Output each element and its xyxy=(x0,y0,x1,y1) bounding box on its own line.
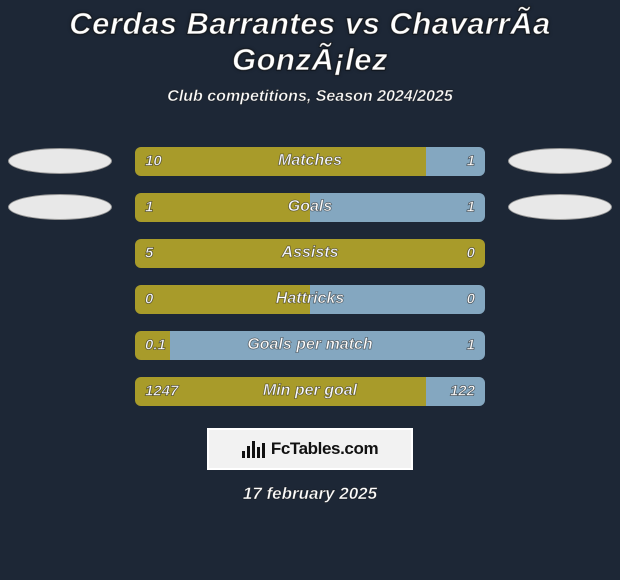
stat-row: Min per goal1247122 xyxy=(0,368,620,414)
stat-row: Goals per match0.11 xyxy=(0,322,620,368)
stat-bar: Min per goal1247122 xyxy=(135,377,485,406)
stat-bar: Hattricks00 xyxy=(135,285,485,314)
stat-bar: Goals per match0.11 xyxy=(135,331,485,360)
page-title: Cerdas Barrantes vs ChavarrÃ­a GonzÃ¡lez xyxy=(0,6,620,78)
stat-bar: Goals11 xyxy=(135,193,485,222)
bar-left-series xyxy=(135,331,170,360)
bar-left-series xyxy=(135,239,485,268)
player-pill-right xyxy=(508,148,612,174)
footer-brand-text: FcTables.com xyxy=(271,439,378,459)
stat-bar: Matches101 xyxy=(135,147,485,176)
subtitle: Club competitions, Season 2024/2025 xyxy=(167,88,452,106)
comparison-figure: Cerdas Barrantes vs ChavarrÃ­a GonzÃ¡lez… xyxy=(0,0,620,504)
stat-row: Hattricks00 xyxy=(0,276,620,322)
bar-left-series xyxy=(135,193,310,222)
bar-left-series xyxy=(135,377,426,406)
stat-row: Assists50 xyxy=(0,230,620,276)
stat-bar: Assists50 xyxy=(135,239,485,268)
footer-badge: FcTables.com xyxy=(207,428,413,470)
date-text: 17 february 2025 xyxy=(243,484,377,504)
bar-right-series xyxy=(426,377,486,406)
stat-rows: Matches101 Goals11 Assists50 Hattricks00 Goa… xyxy=(0,138,620,414)
bar-right-series xyxy=(426,147,486,176)
player-pill-left xyxy=(8,194,112,220)
bar-left-series xyxy=(135,147,426,176)
barchart-icon xyxy=(242,440,265,458)
bar-right-series xyxy=(310,193,485,222)
stat-row: Matches101 xyxy=(0,138,620,184)
player-pill-left xyxy=(8,148,112,174)
bar-right-series xyxy=(170,331,485,360)
bar-left-series xyxy=(135,285,310,314)
player-pill-right xyxy=(508,194,612,220)
stat-row: Goals11 xyxy=(0,184,620,230)
bar-right-series xyxy=(310,285,485,314)
